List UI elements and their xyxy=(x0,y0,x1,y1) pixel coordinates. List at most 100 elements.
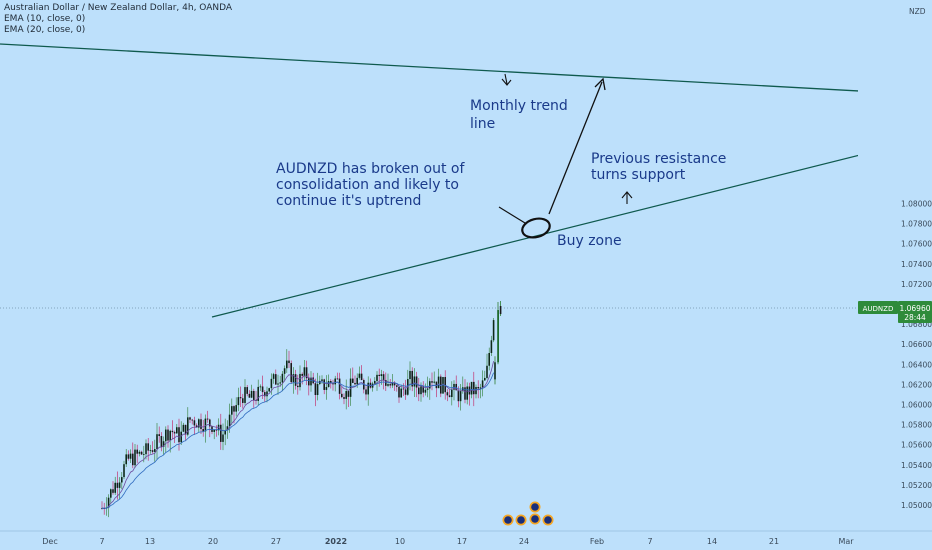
candle-body xyxy=(193,420,196,426)
legend-ema10[interactable]: EMA (10, close, 0) xyxy=(4,14,86,24)
candle-body xyxy=(167,429,169,441)
candle-body xyxy=(429,381,431,389)
candle-body xyxy=(110,489,112,498)
candle-body xyxy=(182,424,185,432)
candle-body xyxy=(160,436,163,447)
candle-body xyxy=(446,392,449,396)
candle-body xyxy=(233,406,235,412)
candle-body xyxy=(244,387,246,403)
candle-body xyxy=(138,451,141,454)
breakout-pointer-line xyxy=(498,206,526,224)
candle-body xyxy=(352,378,354,383)
price-axis[interactable]: 1.080001.078001.076001.074001.072001.070… xyxy=(858,0,932,532)
candle-body xyxy=(248,393,251,398)
annotation-line: turns support xyxy=(591,167,686,183)
candle-body xyxy=(345,391,347,399)
legend-ema20[interactable]: EMA (20, close, 0) xyxy=(4,25,86,35)
candle-body xyxy=(301,373,303,376)
candle-body xyxy=(404,389,407,395)
candle-body xyxy=(288,360,290,364)
candle-body xyxy=(136,449,138,454)
monthly-arrowhead-icon xyxy=(501,78,512,86)
candle-body xyxy=(336,378,339,380)
candle-body xyxy=(494,362,496,380)
candle-body xyxy=(290,363,292,383)
candle-body xyxy=(206,418,209,420)
candle-body xyxy=(277,383,279,385)
candle-body xyxy=(484,377,486,381)
candle-body xyxy=(156,434,158,450)
candle-body xyxy=(125,454,127,465)
y-tick-label: 1.06400 xyxy=(901,360,932,369)
candle-body xyxy=(294,374,297,386)
legend-title[interactable]: Australian Dollar / New Zealand Dollar, … xyxy=(4,3,233,13)
y-tick-label: 1.07200 xyxy=(901,280,932,289)
candle-body xyxy=(360,373,363,381)
candle-body xyxy=(391,382,394,386)
candle-body xyxy=(140,451,143,455)
candle-body xyxy=(497,310,499,363)
candle-body xyxy=(114,482,116,493)
x-tick-label: 20 xyxy=(208,537,218,546)
candle-body xyxy=(239,397,242,399)
candle-body xyxy=(420,386,422,395)
candle-body xyxy=(213,429,215,432)
time-axis[interactable]: Dec 7 13 20 27 2022 10 17 24 Feb 7 14 21 Mar xyxy=(0,530,932,546)
candle-body xyxy=(292,374,295,383)
candle-body xyxy=(363,380,365,390)
candle-body xyxy=(413,376,416,387)
candle-body xyxy=(299,373,301,388)
candle-body xyxy=(270,378,273,389)
candle-body xyxy=(486,365,488,378)
y-tick-label: 1.07400 xyxy=(901,260,932,269)
candle-body xyxy=(173,432,176,434)
candle-body xyxy=(365,389,367,395)
candle-body xyxy=(268,388,270,392)
candle-body xyxy=(178,427,180,443)
monthly-arrow-line xyxy=(504,73,508,85)
candle-body xyxy=(389,384,391,386)
x-tick-label: 24 xyxy=(519,537,529,546)
candle-body xyxy=(209,419,211,427)
annotation-text: Buy zone xyxy=(557,233,622,249)
candle-body xyxy=(226,426,229,431)
candle-body xyxy=(121,477,123,483)
y-tick-label: 1.05400 xyxy=(901,461,932,470)
monthly-trend-line xyxy=(0,43,932,96)
candle-body xyxy=(347,391,350,397)
candle-body xyxy=(464,387,466,400)
candle-body xyxy=(387,384,389,386)
price-axis-bg xyxy=(858,0,932,532)
candle-body xyxy=(303,367,306,376)
candle-body xyxy=(154,449,156,452)
candle-body xyxy=(195,425,198,428)
candle-body xyxy=(479,387,482,389)
x-tick-label: 7 xyxy=(99,537,104,546)
candle-body xyxy=(189,417,191,420)
candle-body xyxy=(411,370,413,387)
support-trend-line xyxy=(211,136,932,318)
annotation-text: Previous resistance turns support xyxy=(591,151,726,183)
candle-body xyxy=(283,368,286,374)
candle-body xyxy=(398,386,400,398)
candle-body xyxy=(147,443,149,451)
annotation-text: AUDNZD has broken out of consolidation an… xyxy=(276,161,465,209)
candle-body xyxy=(424,389,427,393)
candle-body xyxy=(385,379,387,386)
candle-body xyxy=(200,419,202,430)
candle-body xyxy=(116,482,119,488)
candle-body xyxy=(393,382,396,386)
candle-body xyxy=(437,376,440,389)
candle-body xyxy=(435,381,438,389)
candle-body xyxy=(261,386,264,393)
candle-body xyxy=(180,431,182,443)
candle-body xyxy=(310,377,312,386)
annotation-texts: Monthly trend line Previous resistance turn… xyxy=(276,98,726,249)
x-tick-label: 2022 xyxy=(325,537,347,546)
chart-legend: Australian Dollar / New Zealand Dollar, … xyxy=(4,3,232,36)
y-tick-label: 1.05000 xyxy=(901,501,932,510)
candle-body xyxy=(145,443,147,455)
candle-body xyxy=(191,419,193,421)
y-tick-label: 1.07600 xyxy=(901,240,932,249)
